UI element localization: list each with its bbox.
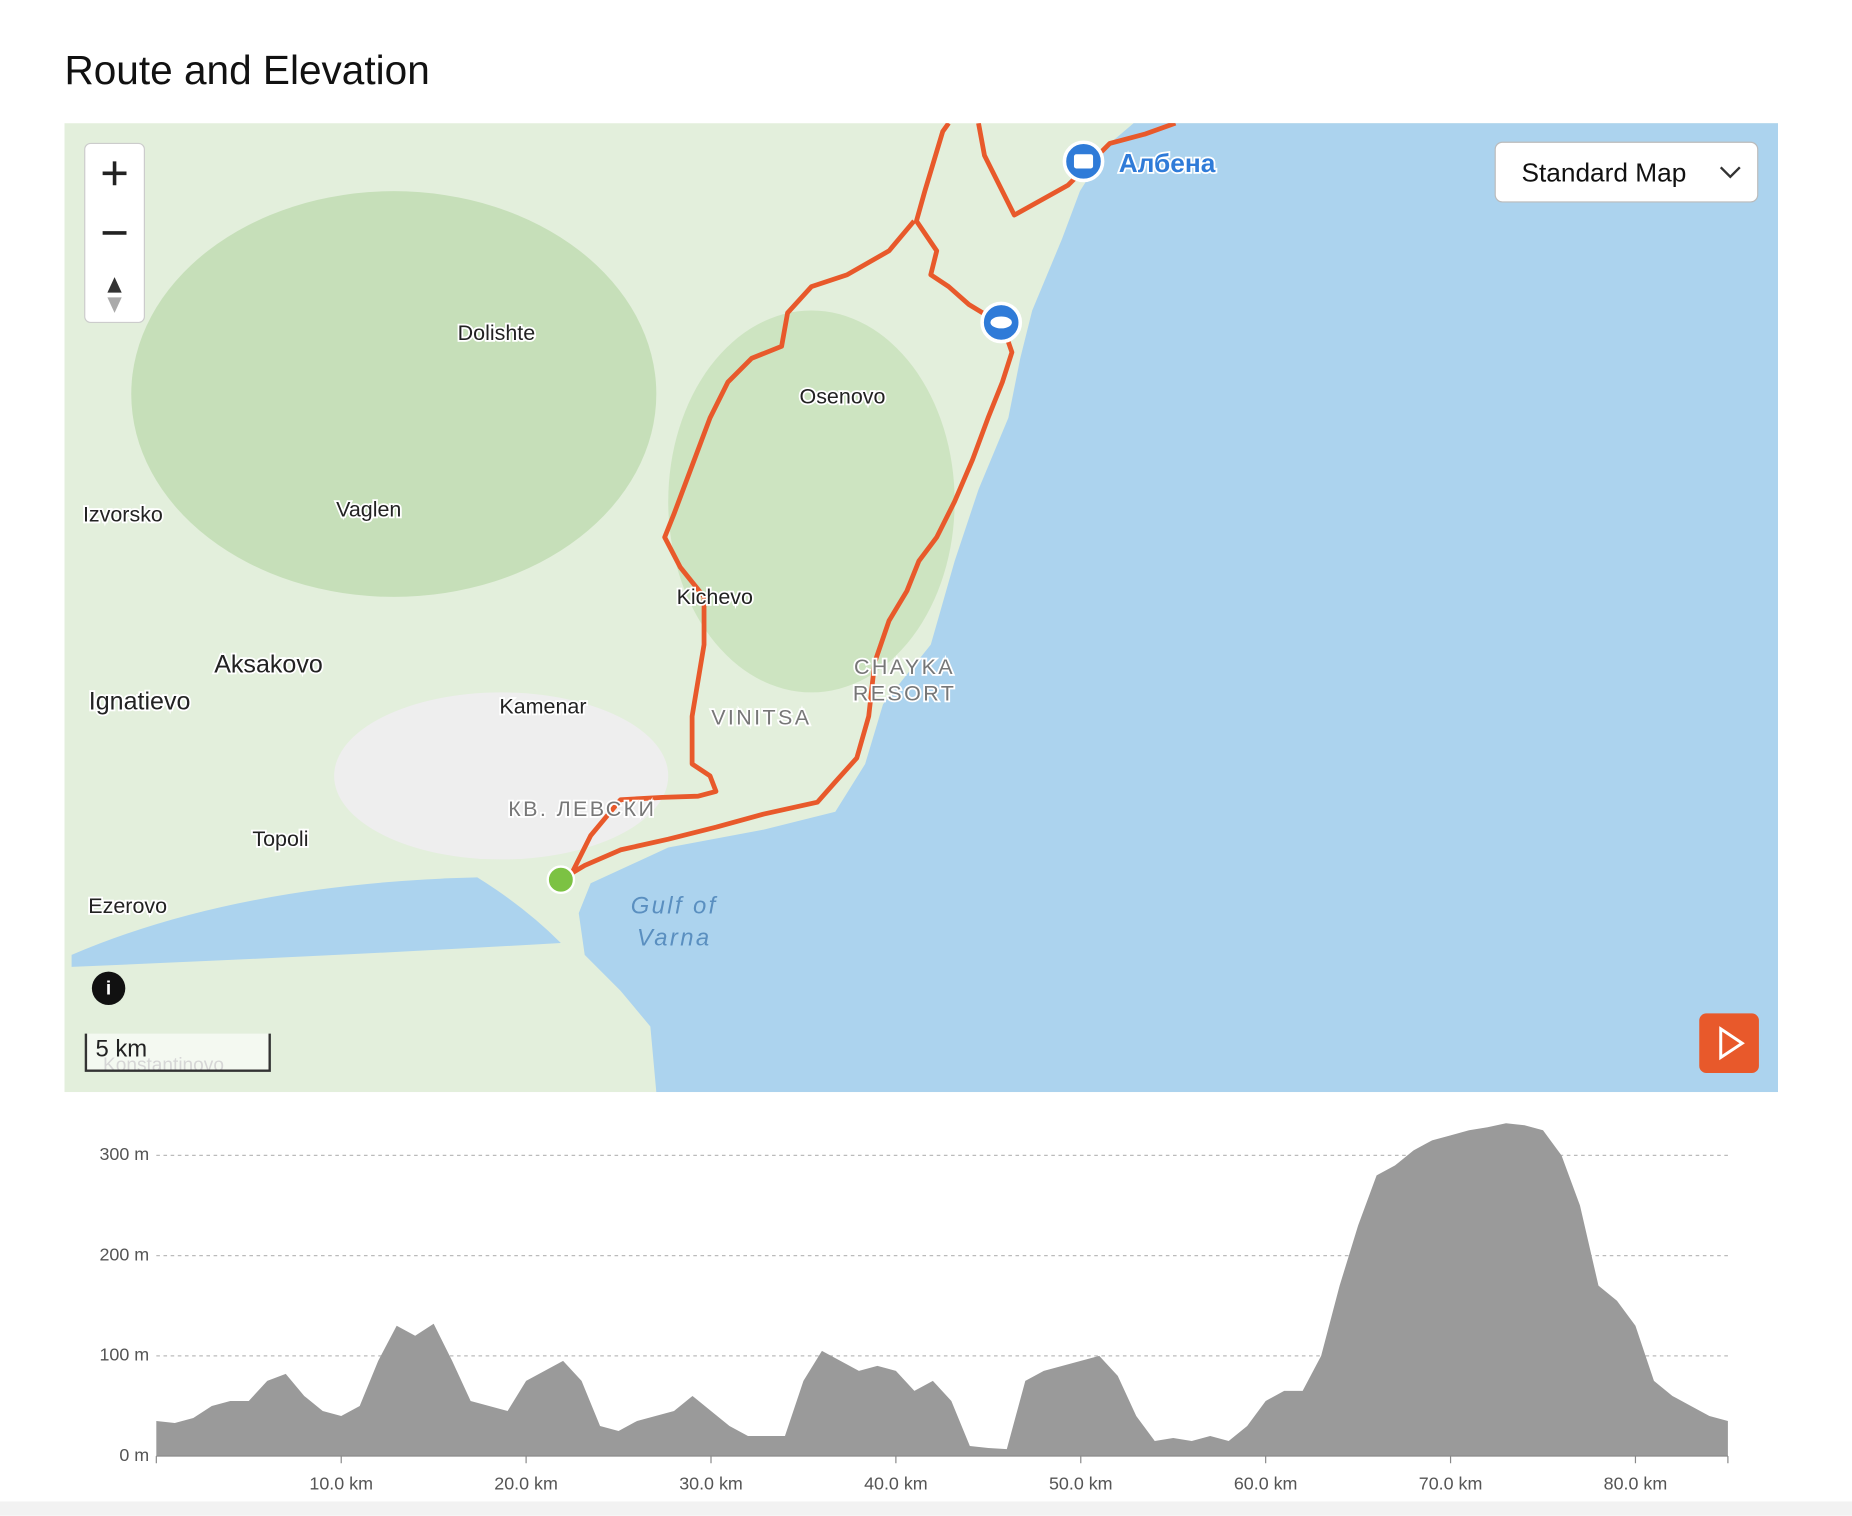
y-tick-label: 100 m	[99, 1345, 149, 1365]
x-tick-label: 50.0 km	[1049, 1473, 1113, 1493]
lake	[71, 877, 561, 967]
x-tick-label: 60.0 km	[1234, 1473, 1298, 1493]
place-label: Osenovo	[800, 384, 886, 408]
elevation-area	[156, 1123, 1728, 1457]
place-label: Varna	[637, 925, 712, 952]
place-label: Vaglen	[336, 498, 401, 522]
page-title: Route and Elevation	[64, 47, 429, 93]
place-label: Албена	[1119, 148, 1216, 178]
info-button[interactable]	[91, 971, 126, 1006]
x-tick-label: 30.0 km	[679, 1473, 743, 1493]
compass-south	[107, 297, 122, 313]
forest	[131, 191, 657, 597]
eye-icon	[990, 316, 1012, 329]
place-label: Izvorsko	[83, 502, 163, 526]
elevation-chart: 0 m 100 m 200 m 300 m 10.0 km 20.0 km 30.0 km 4…	[99, 1123, 1729, 1493]
play-button[interactable]	[1699, 1013, 1759, 1074]
map-style-label: Standard Map	[1521, 157, 1686, 187]
dropdown-chevron	[1719, 166, 1741, 179]
city	[334, 692, 669, 860]
place-label: CHAYKA	[854, 655, 955, 679]
sea	[578, 123, 1779, 1093]
place-label: КВ. ЛЕВСКИ	[508, 797, 656, 821]
place-label: Kichevo	[677, 585, 753, 609]
x-tick-label: 40.0 km	[864, 1473, 928, 1493]
y-tick-label: 200 m	[99, 1244, 149, 1264]
map[interactable]: Dolishte Osenovo Izvorsko Vaglen Kichevo Aksa…	[64, 123, 1779, 1093]
place-label: Topoli	[252, 827, 308, 851]
place-label: Ezerovo	[88, 894, 167, 918]
zoom-in-button[interactable]	[102, 161, 127, 186]
x-tick-label: 80.0 km	[1604, 1473, 1668, 1493]
footer-strip	[0, 1501, 1852, 1516]
x-tick-label: 10.0 km	[309, 1473, 373, 1493]
scale-label: 5 km	[95, 1036, 147, 1063]
forest	[668, 310, 955, 693]
scale-bar	[84, 1033, 271, 1072]
x-tick-label: 70.0 km	[1419, 1473, 1483, 1493]
info-icon: i	[106, 979, 111, 1000]
compass-button[interactable]	[107, 277, 122, 293]
place-label: RESORT	[853, 681, 956, 705]
place-label: Dolishte	[458, 321, 536, 345]
y-tick-label: 0 m	[119, 1445, 149, 1465]
place-label: Kamenar	[499, 695, 586, 719]
y-tick-label: 300 m	[99, 1144, 149, 1164]
play-icon	[1719, 1026, 1745, 1061]
camera-icon	[1073, 154, 1094, 169]
place-label: Aksakovo	[214, 651, 323, 679]
start-marker[interactable]	[546, 865, 576, 895]
place-label: VINITSA	[711, 705, 811, 729]
x-tick-label: 20.0 km	[494, 1473, 558, 1493]
place-label: Gulf of	[631, 892, 718, 919]
map-style-dropdown[interactable]	[1494, 141, 1759, 203]
place-label: Ignatievo	[89, 688, 191, 716]
